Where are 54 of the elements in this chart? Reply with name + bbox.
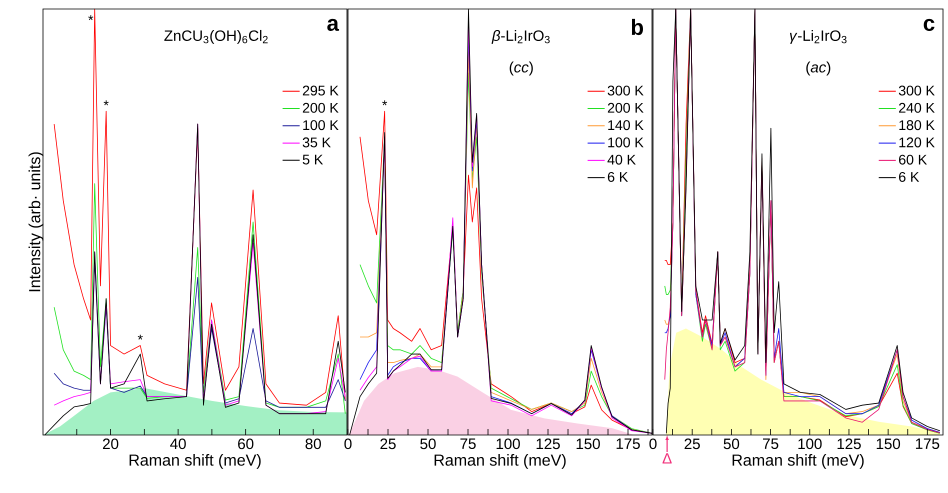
- text: (ac): [806, 62, 830, 76]
- x-tick-label: 150: [576, 438, 600, 450]
- x-tick-label: 100: [496, 438, 520, 450]
- annotation: a: [327, 18, 340, 31]
- annotation: b: [632, 18, 644, 36]
- annotation: *: [138, 334, 143, 340]
- x-tick-label: 125: [838, 438, 861, 450]
- x-tick-label: 125: [536, 438, 560, 450]
- text: β-Li$_{2}$IrO$_{3}$: [492, 30, 550, 44]
- x-tick-label: 75: [460, 438, 476, 449]
- legend-label: 300 K: [608, 86, 644, 96]
- x-tick-label: 0: [344, 438, 352, 450]
- legend-label: 60 K: [899, 154, 927, 165]
- annotation: *: [104, 100, 109, 106]
- text: (cc): [510, 62, 533, 76]
- legend-label: 35 K: [302, 137, 331, 148]
- legend-label: 100 K: [608, 137, 644, 148]
- legend-label: 180 K: [899, 120, 935, 130]
- legend-label: 40 K: [607, 154, 636, 165]
- x-tick-label: 20: [102, 438, 118, 450]
- x-tick-label: 100: [798, 438, 822, 450]
- legend-label: 300 K: [898, 86, 935, 96]
- text: γ-Li$_{2}$IrO$_{3}$: [790, 30, 847, 44]
- legend-label: 6 K: [899, 172, 920, 182]
- x-tick-label: 25: [684, 438, 700, 450]
- legend-label: 6 K: [608, 172, 628, 182]
- annotation: *: [382, 100, 388, 106]
- x-tick-label: 80: [306, 438, 321, 450]
- legend-label: 200 K: [302, 102, 339, 113]
- x-axis-title: Raman shift (meV): [434, 454, 566, 469]
- text: ZnCU$_{3}$(OH)$_{6}$Cl$_{2}$: [164, 30, 268, 44]
- x-tick-label: 40: [170, 438, 186, 450]
- x-tick-label: 25: [380, 438, 396, 450]
- x-tick-label: 50: [420, 438, 436, 450]
- legend-label: 120 K: [899, 137, 935, 148]
- legend-label: 140 K: [608, 120, 644, 130]
- x-axis-title: Raman shift (meV): [130, 454, 261, 469]
- x-tick-label: 175: [916, 438, 940, 449]
- legend-label: 200 K: [608, 102, 644, 113]
- annotation: c: [924, 18, 934, 31]
- legend-label: 100 K: [303, 120, 339, 130]
- legend-label: 295 K: [302, 86, 339, 96]
- x-tick-label: 75: [763, 438, 778, 449]
- x-tick-label: 60: [238, 438, 254, 450]
- x-tick-label: 150: [876, 438, 900, 450]
- x-axis-title: Raman shift (meV): [732, 454, 864, 469]
- x-tick-label: 175: [616, 438, 640, 449]
- annotation: *: [88, 15, 94, 20]
- legend-label: 5 K: [302, 154, 324, 164]
- x-tick-label: 50: [724, 438, 740, 450]
- legend-label: 240 K: [899, 102, 935, 113]
- y-axis-title: Intensity (arb· units): [28, 152, 44, 292]
- annotation: Δ: [662, 453, 672, 464]
- x-tick-label: 0: [649, 438, 657, 450]
